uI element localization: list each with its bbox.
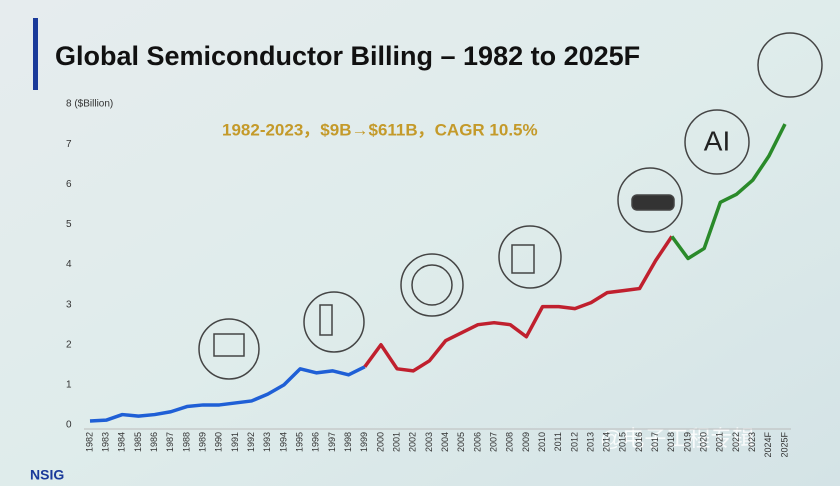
y-tick-label: 4 [66,259,72,270]
x-tick-label: 1997 [327,432,337,452]
line-series [670,123,787,261]
x-tick-label: 2009 [521,432,531,452]
x-tick-label: 2015 [618,432,628,452]
y-tick-label: 0 [66,420,72,431]
x-tick-label: 1986 [149,432,159,452]
x-tick-label: 1999 [359,432,369,452]
icon-devices [498,225,562,289]
x-tick-label: 2021 [715,432,725,452]
x-tick-label: 2010 [537,432,547,452]
x-tick-label: 1998 [343,432,353,452]
x-tick-label: 1994 [278,432,288,452]
icon-robot [757,32,823,98]
line-series [363,235,674,373]
x-tick-label: 2016 [634,432,644,452]
y-tick-label: 1 [66,380,72,391]
x-tick-label: 2017 [650,432,660,452]
x-tick-label: 1982 [84,432,94,452]
logo: NSIG [30,467,64,483]
icon-devices-tablet [511,244,535,274]
x-tick-label: 2008 [505,432,515,452]
icon-car [617,167,683,233]
chart-title: Global Semiconductor Billing – 1982 to 2… [55,41,640,71]
x-tick-label: 2007 [488,432,498,452]
x-tick-label: 1995 [294,432,304,452]
icon-ai-label: AI [704,125,730,156]
watermark: @电子工程专辑 [600,426,754,451]
icon-laptop-screen [213,333,245,357]
x-tick-label: 1985 [133,432,143,452]
icon-network-globe [411,264,453,306]
x-tick-label: 2004 [440,432,450,452]
x-tick-label: 1987 [165,432,175,452]
x-tick-label: 2002 [408,432,418,452]
x-tick-label: 1990 [214,432,224,452]
x-tick-label: 2006 [472,432,482,452]
x-tick-label: 2013 [585,432,595,452]
annotation: 1982-2023，$9B→$611B，CAGR 10.5% [222,120,538,139]
y-tick-label: 6 [66,179,72,190]
icon-ai [684,109,750,175]
x-tick-label: 2019 [682,432,692,452]
x-tick-label: 2012 [569,432,579,452]
x-tick-label: 1991 [230,432,240,452]
icon-network [400,253,464,317]
x-tick-label: 1983 [101,432,111,452]
line-series [89,365,366,423]
x-tick-label: 2005 [456,432,466,452]
x-tick-label: 1996 [311,432,321,452]
x-tick-label: 2018 [666,432,676,452]
icon-phone-body [319,304,333,336]
x-tick-label: 2024F [763,432,773,458]
x-tick-label: 2011 [553,432,563,451]
icon-car-body [631,194,675,211]
icon-phone [303,291,365,353]
icons [198,32,823,380]
x-tick-label: 2014 [602,432,612,452]
x-tick-label: 2000 [375,432,385,452]
x-tick-label: 2020 [699,432,709,452]
title-bar [33,18,38,90]
x-tick-label: 1993 [262,432,272,452]
y-tick-label: 2 [66,339,72,350]
x-tick-label: 2023 [747,432,757,452]
y-tick-label: 5 [66,219,72,230]
x-tick-label: 1984 [117,432,127,452]
y-tick-label: 8 ($Billion) [66,99,113,110]
x-tick-label: 1989 [198,432,208,452]
x-tick-label: 2001 [391,432,401,452]
y-tick-label: 7 [66,139,72,150]
y-tick-label: 3 [66,299,72,310]
x-tick-label: 1988 [181,432,191,452]
x-tick-label: 2022 [731,432,741,452]
icon-laptop [198,318,260,380]
x-tick-label: 2025F [779,432,789,458]
x-tick-label: 1992 [246,432,256,452]
x-tick-label: 2003 [424,432,434,452]
